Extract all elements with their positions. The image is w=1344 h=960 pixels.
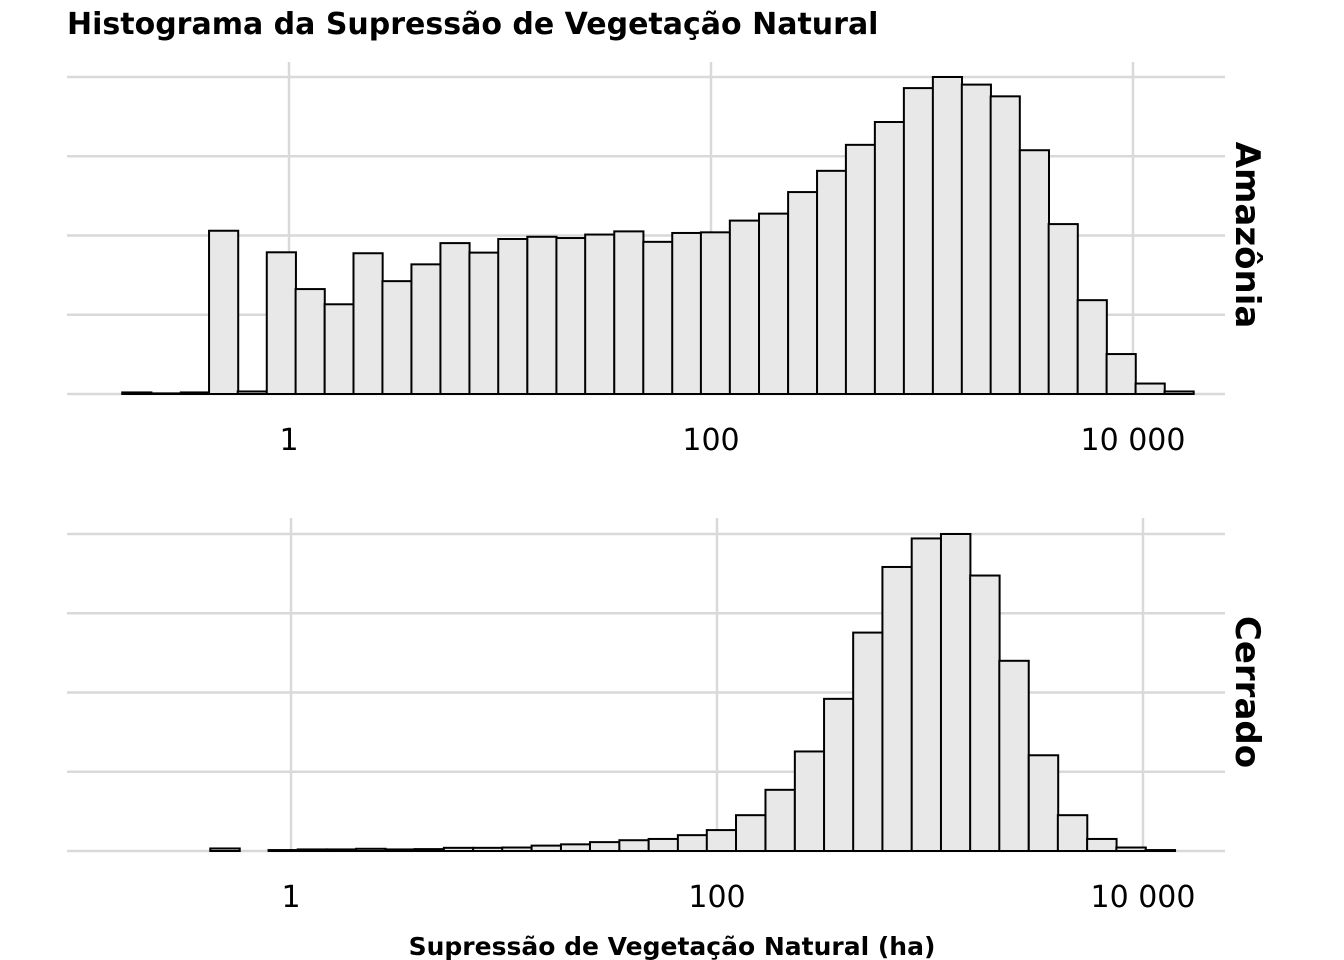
x-tick-label-amazonia: 1 [279, 423, 298, 458]
bar-cerrado [793, 750, 826, 852]
bar-amazonia [699, 231, 732, 395]
bar-amazonia [844, 143, 877, 395]
strip-label-cerrado: Cerrado [1227, 616, 1267, 768]
bar-amazonia [265, 251, 297, 395]
bar-cerrado [413, 848, 446, 853]
bar-cerrado [676, 834, 709, 853]
chart-title: Histograma da Supressão de Vegetação Nat… [67, 7, 878, 42]
bar-amazonia [352, 252, 384, 395]
bar-amazonia [1047, 223, 1079, 395]
bar-amazonia [902, 87, 935, 395]
bar-amazonia [208, 229, 240, 395]
bar-cerrado [881, 565, 913, 853]
bar-amazonia [613, 230, 645, 395]
x-axis-label: Supressão de Vegetação Natural (ha) [409, 932, 936, 960]
bar-amazonia [149, 392, 182, 395]
bar-amazonia [787, 191, 819, 395]
bar-cerrado [1027, 754, 1060, 852]
bar-amazonia [1105, 353, 1137, 396]
bar-amazonia [468, 251, 500, 395]
bar-cerrado [618, 839, 650, 852]
bar-cerrado [325, 848, 358, 852]
panel-cerrado-bars [209, 533, 1177, 853]
bar-cerrado [823, 697, 855, 853]
bar-cerrado [969, 574, 1001, 852]
bar-cerrado [588, 841, 621, 853]
bar-cerrado [764, 788, 796, 852]
bar-amazonia [873, 121, 906, 395]
panel-cerrado: 1 100 10 000 Cerrado [67, 518, 1267, 915]
bar-cerrado [1056, 814, 1089, 853]
bar-cerrado [472, 846, 504, 853]
bar-cerrado [647, 837, 680, 852]
bar-amazonia [497, 237, 529, 395]
bar-cerrado [735, 814, 767, 853]
bar-amazonia [671, 231, 703, 395]
x-tick-label-amazonia: 10 000 [1081, 423, 1186, 458]
bar-cerrado [852, 631, 884, 852]
bar-amazonia [526, 235, 558, 395]
bar-cerrado [501, 846, 533, 853]
strip-label-amazonia: Amazônia [1227, 142, 1267, 329]
bar-amazonia [931, 76, 964, 395]
bar-amazonia [439, 242, 471, 395]
bar-amazonia [728, 219, 760, 395]
bar-cerrado [998, 659, 1030, 852]
bar-amazonia [294, 288, 326, 395]
bar-cerrado [1144, 849, 1177, 853]
bar-amazonia [989, 95, 1021, 395]
bar-amazonia [179, 391, 211, 396]
bar-cerrado [1115, 846, 1147, 853]
bar-amazonia [323, 303, 355, 395]
panel-amazonia-x-ticks: 1 100 10 000 [279, 423, 1185, 458]
bar-cerrado [559, 843, 592, 853]
panel-amazonia-bars [121, 76, 1195, 396]
bar-amazonia [758, 212, 790, 395]
x-tick-label-cerrado: 100 [688, 880, 745, 915]
panel-amazonia: 1 100 10 000 Amazônia [67, 62, 1267, 458]
bar-cerrado [910, 537, 943, 852]
bar-amazonia [584, 233, 616, 395]
bar-amazonia [236, 390, 268, 395]
bar-cerrado [384, 848, 416, 852]
bar-amazonia [121, 391, 153, 396]
bar-amazonia [555, 237, 587, 395]
bar-amazonia [960, 83, 992, 395]
bar-cerrado [442, 846, 475, 853]
bar-amazonia [816, 169, 848, 395]
bar-amazonia [381, 280, 413, 396]
bar-cerrado [530, 844, 563, 853]
bar-cerrado [209, 847, 241, 852]
x-tick-label-amazonia: 100 [682, 423, 739, 458]
bar-cerrado [1086, 837, 1118, 852]
bar-cerrado [355, 847, 387, 853]
bar-amazonia [1163, 390, 1195, 395]
bar-amazonia [1076, 299, 1108, 395]
bar-cerrado [705, 829, 738, 853]
bar-cerrado [267, 849, 300, 853]
bar-amazonia [1018, 149, 1050, 395]
bar-amazonia [642, 240, 674, 395]
bar-cerrado [939, 533, 972, 852]
x-tick-label-cerrado: 1 [281, 880, 300, 915]
x-tick-label-cerrado: 10 000 [1091, 880, 1196, 915]
panel-cerrado-x-ticks: 1 100 10 000 [281, 880, 1195, 915]
bar-amazonia [1134, 382, 1166, 396]
bar-amazonia [410, 263, 442, 395]
bar-cerrado [296, 848, 329, 852]
